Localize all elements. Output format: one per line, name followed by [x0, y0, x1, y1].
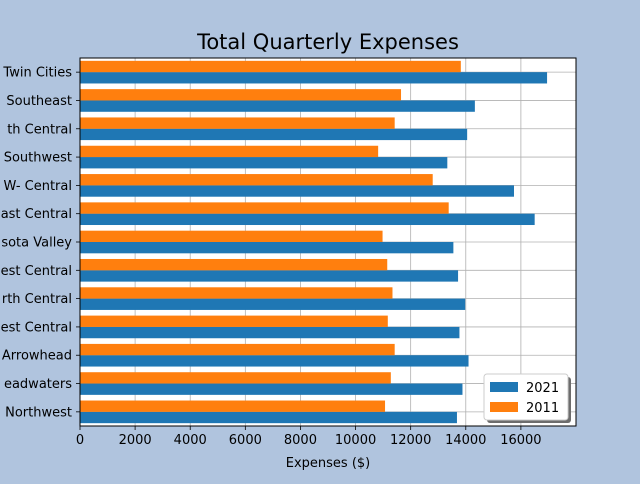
y-tick-label: rth Central — [2, 292, 72, 307]
y-tick-labels: Twin Cities Southeast th Central Southwest W… — [1, 66, 73, 421]
x-tick-label: 8000 — [284, 433, 317, 448]
bar-2011 — [80, 315, 388, 327]
bar-2021 — [80, 411, 457, 424]
plot-area: 0 2000 4000 6000 8000 10000 12000 14000 16000 Twi… — [1, 57, 577, 448]
bar-2021 — [80, 298, 466, 310]
bar-2011 — [80, 400, 386, 412]
bar-2021 — [80, 128, 468, 141]
x-tick-label: 16000 — [500, 433, 541, 448]
y-tick-label: Southwest — [4, 151, 72, 166]
bar-2011 — [80, 372, 391, 384]
bar-2011 — [80, 287, 393, 299]
y-tick-label: Southeast — [6, 94, 72, 109]
bar-2011 — [80, 174, 433, 186]
bar-2021 — [80, 326, 460, 339]
y-tick-label: est Central — [1, 264, 72, 279]
bar-2011 — [80, 117, 395, 129]
y-tick-label: Arrowhead — [2, 349, 72, 364]
y-tick-label: eadwaters — [4, 377, 72, 392]
bar-2021 — [80, 355, 469, 367]
bar-2021 — [80, 213, 535, 226]
bar-2011 — [80, 258, 388, 271]
x-tick-label: 2000 — [119, 433, 152, 448]
x-tick-label: 12000 — [390, 433, 431, 448]
bar-2011 — [80, 145, 379, 158]
x-axis-label: Expenses ($) — [286, 456, 371, 471]
bar-2011 — [80, 343, 395, 356]
legend-label: 2021 — [526, 381, 559, 396]
legend-swatch — [490, 402, 518, 412]
y-tick-label: Northwest — [5, 405, 72, 420]
bar-2011 — [80, 230, 383, 242]
bar-2011 — [80, 202, 449, 214]
bar-2021 — [80, 100, 475, 112]
bar-2021 — [80, 242, 454, 254]
bar-2021 — [80, 185, 514, 197]
bar-2021 — [80, 72, 548, 84]
y-tick-label: est Central — [1, 320, 72, 335]
plot-frame — [79, 57, 577, 427]
y-tick-label: th Central — [7, 122, 72, 137]
bar-2011 — [80, 89, 402, 101]
x-tick-label: 10000 — [335, 433, 376, 448]
chart-title: Total Quarterly Expenses — [196, 30, 459, 54]
y-tick-label: Twin Cities — [2, 66, 72, 81]
x-tick-label: 14000 — [445, 433, 486, 448]
bar-2011 — [80, 60, 461, 73]
x-tick-label: 0 — [76, 433, 84, 448]
legend-label: 2011 — [526, 401, 559, 416]
x-tick-label: 4000 — [174, 433, 207, 448]
legend: 2021 2011 — [483, 373, 571, 423]
y-tick-label: sota Valley — [1, 236, 72, 251]
bar-2021 — [80, 270, 459, 282]
legend-swatch — [490, 382, 518, 392]
bar-2021 — [80, 383, 463, 395]
bar-2021 — [80, 157, 448, 169]
x-tick-label: 6000 — [229, 433, 262, 448]
y-tick-label: W- Central — [4, 179, 73, 194]
y-tick-label: ast Central — [1, 207, 72, 222]
